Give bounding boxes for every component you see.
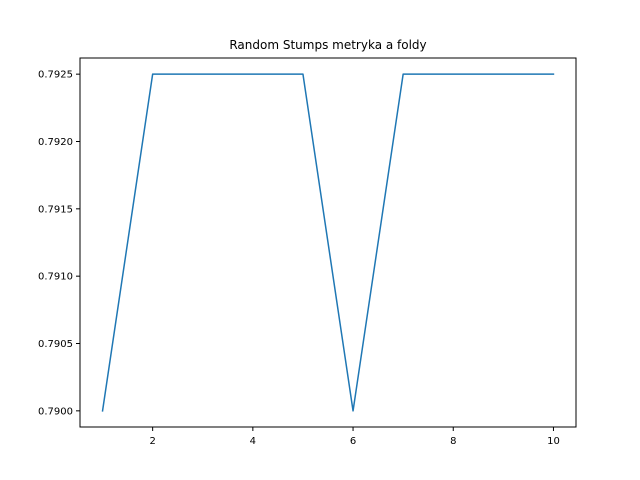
y-tick-label: 0.7900 [38, 406, 73, 417]
x-tick-label: 4 [250, 436, 256, 447]
x-tick-label: 2 [149, 436, 155, 447]
x-tick-label: 8 [450, 436, 456, 447]
chart-title: Random Stumps metryka a foldy [229, 38, 426, 52]
x-tick-label: 10 [547, 436, 560, 447]
y-tick-label: 0.7910 [38, 272, 73, 283]
series-layer [101, 73, 555, 412]
axes-ticks: 2 4 6 8 10 0.7900 0.7905 0.7910 0.7915 0.7920 0.79… [38, 70, 560, 447]
plot-frame [79, 57, 577, 428]
y-tick-label: 0.7925 [38, 70, 73, 81]
y-tick-label: 0.7920 [38, 137, 73, 148]
x-tick-label: 6 [350, 436, 356, 447]
y-tick-label: 0.7905 [38, 339, 73, 350]
y-tick-label: 0.7915 [38, 204, 73, 215]
series-line [101, 73, 555, 412]
